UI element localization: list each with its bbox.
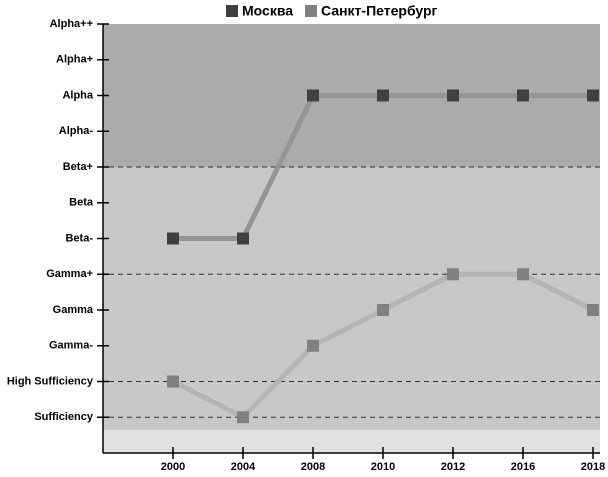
data-point <box>307 89 319 102</box>
y-tick-label: Beta <box>69 197 94 209</box>
data-point <box>517 89 529 102</box>
x-tick-label: 2004 <box>231 461 256 473</box>
y-tick-label: Beta+ <box>63 161 93 173</box>
legend-label: Москва <box>242 3 293 19</box>
data-point <box>307 339 319 352</box>
y-tick-label: Sufficiency <box>34 411 94 423</box>
y-tick-label: High Sufficiency <box>7 375 94 387</box>
data-point <box>377 89 389 102</box>
x-tick-label: 2012 <box>441 461 465 473</box>
data-point <box>447 89 459 102</box>
y-tick-label: Alpha+ <box>56 54 93 66</box>
x-tick-label: 2018 <box>581 461 605 473</box>
band-low <box>103 430 600 453</box>
data-point <box>167 232 179 245</box>
data-point <box>167 375 179 388</box>
x-tick-label: 2016 <box>511 461 535 473</box>
data-point <box>237 411 249 424</box>
band-beta-gamma <box>103 167 600 430</box>
y-tick-label: Alpha- <box>59 125 94 137</box>
y-tick-label: Alpha++ <box>50 18 93 30</box>
data-point <box>587 304 599 316</box>
data-point <box>237 232 249 245</box>
y-tick-label: Beta- <box>65 232 93 244</box>
x-tick-label: 2008 <box>301 461 325 473</box>
data-point <box>517 268 529 281</box>
x-tick-label: 2000 <box>161 461 185 473</box>
y-tick-label: Alpha <box>62 89 93 101</box>
y-tick-label: Gamma+ <box>46 268 93 280</box>
data-point <box>377 304 389 316</box>
data-point <box>587 89 599 102</box>
y-tick-label: Gamma- <box>49 340 93 352</box>
legend-swatch <box>305 5 318 17</box>
data-point <box>447 268 459 281</box>
legend: Москва Санкт-Петербург <box>226 3 438 19</box>
legend-swatch <box>226 5 238 17</box>
legend-label: Санкт-Петербург <box>321 3 438 19</box>
y-tick-label: Gamma <box>53 304 94 316</box>
x-tick-label: 2010 <box>371 461 395 473</box>
